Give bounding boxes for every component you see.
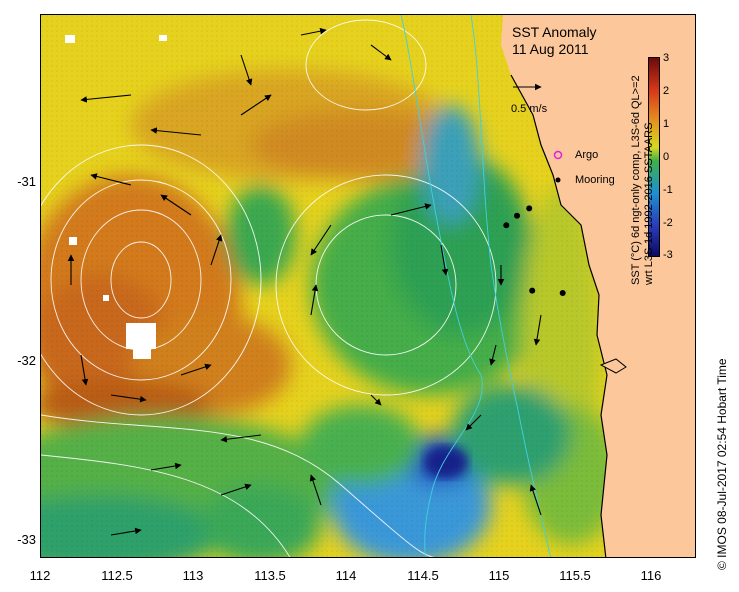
mooring-marker <box>529 287 536 294</box>
lon-tick-label: 115 <box>488 568 510 583</box>
missing-data-gaps <box>65 35 167 359</box>
mooring-positions <box>503 205 566 296</box>
island <box>599 358 627 374</box>
colorbar-tick: 2 <box>663 85 670 97</box>
map-title: SST Anomaly <box>512 24 597 40</box>
ssh-contours <box>41 19 497 557</box>
mooring-marker <box>503 222 510 229</box>
lon-tick-label: 112.5 <box>101 568 133 583</box>
lon-tick-label: 113 <box>182 568 204 583</box>
current-vectors <box>67 27 542 536</box>
land-mass <box>501 15 695 557</box>
lon-tick-label: 116 <box>640 568 662 583</box>
legend-argo-label: Argo <box>575 149 599 161</box>
colorbar-tick: -1 <box>663 184 673 196</box>
colorbar <box>648 57 660 257</box>
mooring-marker <box>559 290 566 296</box>
colorbar-tick: 1 <box>663 118 670 130</box>
colorbar-tick: 0 <box>663 151 670 163</box>
map-date: 11 Aug 2011 <box>512 41 589 57</box>
argo-marker-legend <box>553 150 563 160</box>
colorbar-tick: 3 <box>663 52 670 64</box>
credit-label: © IMOS 08-Jul-2017 02:54 Hobart Time <box>715 358 729 570</box>
mooring-marker <box>526 205 533 212</box>
lon-tick-label: 113.5 <box>254 568 286 583</box>
vector-scale-label: 0.5 m/s <box>511 103 548 115</box>
map-title-block: SST Anomaly 11 Aug 2011 <box>512 24 597 58</box>
legend-mooring-label: Mooring <box>575 174 615 186</box>
lat-tick-label: -33 <box>17 532 36 547</box>
colorbar-title: SST (°C) 6d ngt-only comp, L3S-6d QL>=2 … <box>630 35 656 285</box>
lon-tick-label: 114 <box>335 568 357 583</box>
lat-tick-label: -32 <box>17 353 36 368</box>
coastline <box>510 74 608 557</box>
lon-tick-label: 114.5 <box>407 568 439 583</box>
lon-tick-label: 115.5 <box>559 568 591 583</box>
colorbar-title-line1: SST (°C) 6d ngt-only comp, L3S-6d QL>=2 <box>630 75 642 285</box>
mooring-marker <box>514 212 520 219</box>
map-canvas <box>41 15 695 557</box>
lat-tick-label: -31 <box>17 174 36 189</box>
colorbar-tick: -2 <box>663 217 673 229</box>
colorbar-tick: -3 <box>663 249 673 261</box>
colorbar-title-line2: wrt L3S-1d 1992-2016 SSTAARS <box>643 122 655 285</box>
lon-tick-label: 112 <box>29 568 51 583</box>
mooring-marker-legend <box>555 177 561 183</box>
sst-anomaly-map <box>40 14 696 558</box>
